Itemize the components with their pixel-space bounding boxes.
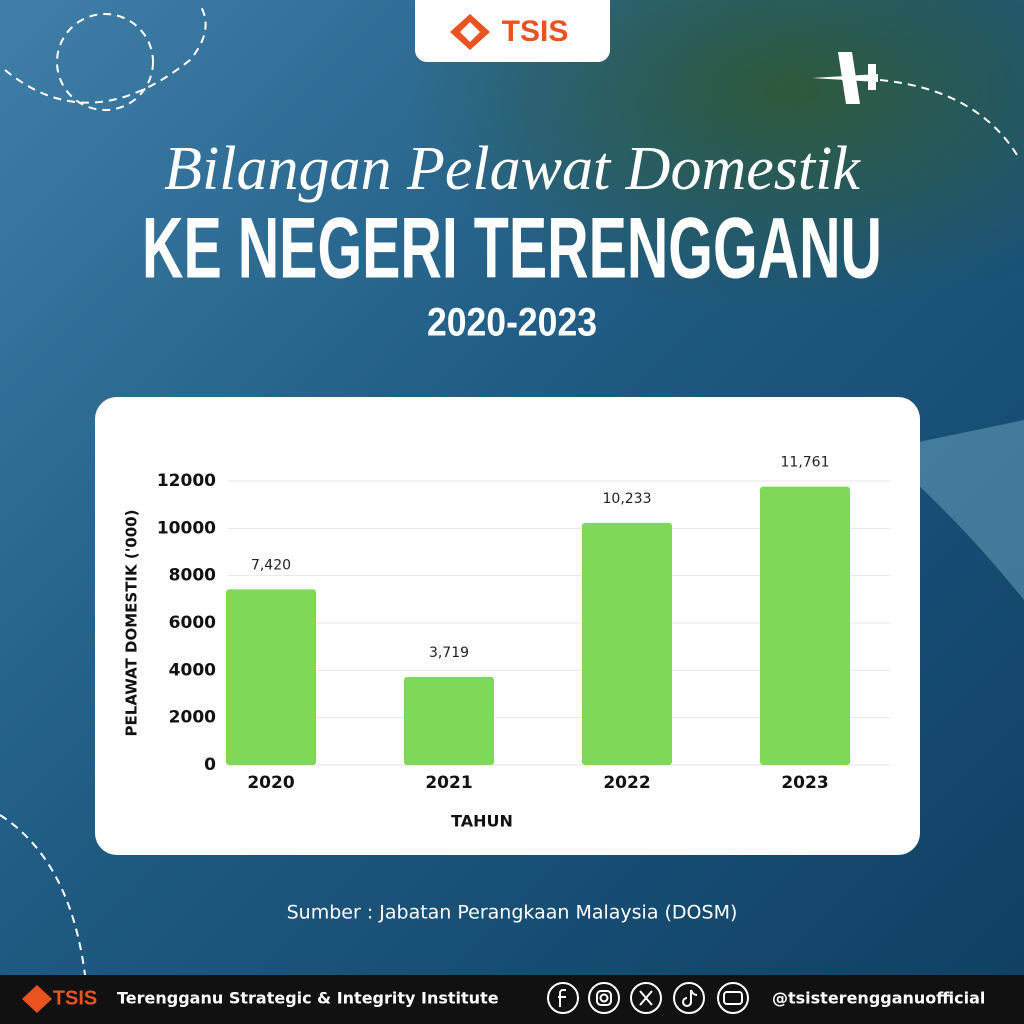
data-label: 3,719 xyxy=(429,645,469,661)
decor-line xyxy=(0,814,86,976)
instagram-glyph xyxy=(599,993,609,1003)
script-title: Bilangan Pelawat Domestik xyxy=(164,135,861,203)
bar xyxy=(404,676,494,765)
bar xyxy=(226,589,316,765)
social-icons xyxy=(547,982,749,1014)
tiktok-glyph xyxy=(682,989,698,1007)
y-tick-label: 8000 xyxy=(169,566,216,586)
decor-circle xyxy=(56,13,154,111)
x-axis-label: TAHUN xyxy=(451,812,513,831)
instagram-glyph xyxy=(596,990,612,1006)
youtube-glyph xyxy=(723,991,743,1005)
plane-icon xyxy=(812,52,878,104)
y-tick-label: 10000 xyxy=(157,518,216,538)
y-axis-label: PELAWAT DOMESTIK ('000) xyxy=(123,510,141,737)
footer-logo-mark xyxy=(22,985,52,1013)
decor-line xyxy=(879,79,1021,161)
data-label: 11,761 xyxy=(781,455,830,471)
tiktok-icon[interactable] xyxy=(673,982,705,1014)
y-tick-label: 12000 xyxy=(157,471,216,491)
instagram-icon[interactable] xyxy=(588,982,620,1014)
plot: 0 2000 4000 6000 8000 10000 12000 2020 7,420 2021… xyxy=(157,455,890,793)
x-tick-label: 2022 xyxy=(603,773,650,793)
subtitle: 2020-2023 xyxy=(427,301,597,345)
logo-box xyxy=(415,0,610,62)
youtube-icon[interactable] xyxy=(717,982,749,1014)
bar xyxy=(760,486,850,765)
island xyxy=(250,0,1024,450)
source: Sumber : Jabatan Perangkaan Malaysia (DO… xyxy=(287,902,738,924)
data-label: 7,420 xyxy=(251,557,291,573)
y-tick-label: 2000 xyxy=(169,708,216,728)
x-tick-label: 2021 xyxy=(425,773,472,793)
main-title: KE NEGERI TERENGGANU xyxy=(142,201,882,297)
facebook-glyph xyxy=(558,989,566,1007)
footer-name: Terengganu Strategic & Integrity Institu… xyxy=(117,989,499,1008)
x-glyph xyxy=(639,990,653,1006)
decor-line xyxy=(4,4,207,104)
logo-mark xyxy=(460,22,480,42)
y-tick-label: 6000 xyxy=(169,613,216,633)
x-tick-label: 2020 xyxy=(247,773,294,793)
bar xyxy=(582,522,672,765)
footer-bar xyxy=(0,975,1024,1024)
footer-logo-text: TSIS xyxy=(53,987,97,1009)
y-tick-label: 4000 xyxy=(169,660,216,680)
footer-handle: @tsisterengganuofficial xyxy=(772,989,985,1008)
logo-text: TSIS xyxy=(502,15,569,48)
data-label: 10,233 xyxy=(603,491,652,507)
x-tick-label: 2023 xyxy=(781,773,828,793)
x-icon[interactable] xyxy=(630,982,662,1014)
y-tick-label: 0 xyxy=(204,755,216,775)
facebook-icon[interactable] xyxy=(547,982,579,1014)
